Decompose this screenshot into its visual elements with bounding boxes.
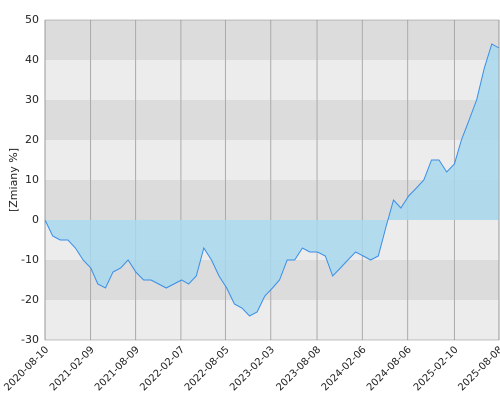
grid-band (45, 100, 499, 140)
line (44, 43, 500, 317)
grid-band (45, 20, 499, 60)
grid-band (45, 140, 499, 180)
plot-frame (44, 19, 500, 341)
y-tick-label: -20 (21, 293, 39, 306)
y-tick-label: 10 (25, 173, 39, 186)
x-tick-label: 2024-08-06 (365, 344, 414, 393)
x-tick-label: 2022-02-07 (138, 344, 187, 393)
x-tick-label: 2023-02-03 (228, 344, 277, 393)
y-tick-label: 0 (32, 213, 39, 226)
x-tick-label: 2022-08-05 (183, 344, 232, 393)
x-tick-label: 2021-08-09 (93, 344, 142, 393)
y-tick-label: -10 (21, 253, 39, 266)
x-tick-label: 2024-02-06 (320, 344, 369, 393)
y-axis-label: [Zmiany %] (7, 148, 20, 212)
y-tick-label: 40 (25, 53, 39, 66)
x-tick-label: 2025-02-10 (412, 344, 461, 393)
y-tick-label: 50 (25, 13, 39, 26)
y-tick-label: -30 (21, 333, 39, 346)
x-tick-label: 2020-08-10 (2, 344, 51, 393)
grid-band (45, 300, 499, 340)
grid-band (45, 60, 499, 100)
y-tick-label: 20 (25, 133, 39, 146)
x-tick-label: 2025-08-08 (456, 344, 500, 393)
area (45, 44, 499, 316)
x-tick-label: 2021-02-09 (48, 344, 97, 393)
x-tick-label: 2023-08-08 (274, 344, 323, 393)
y-tick-label: 30 (25, 93, 39, 106)
